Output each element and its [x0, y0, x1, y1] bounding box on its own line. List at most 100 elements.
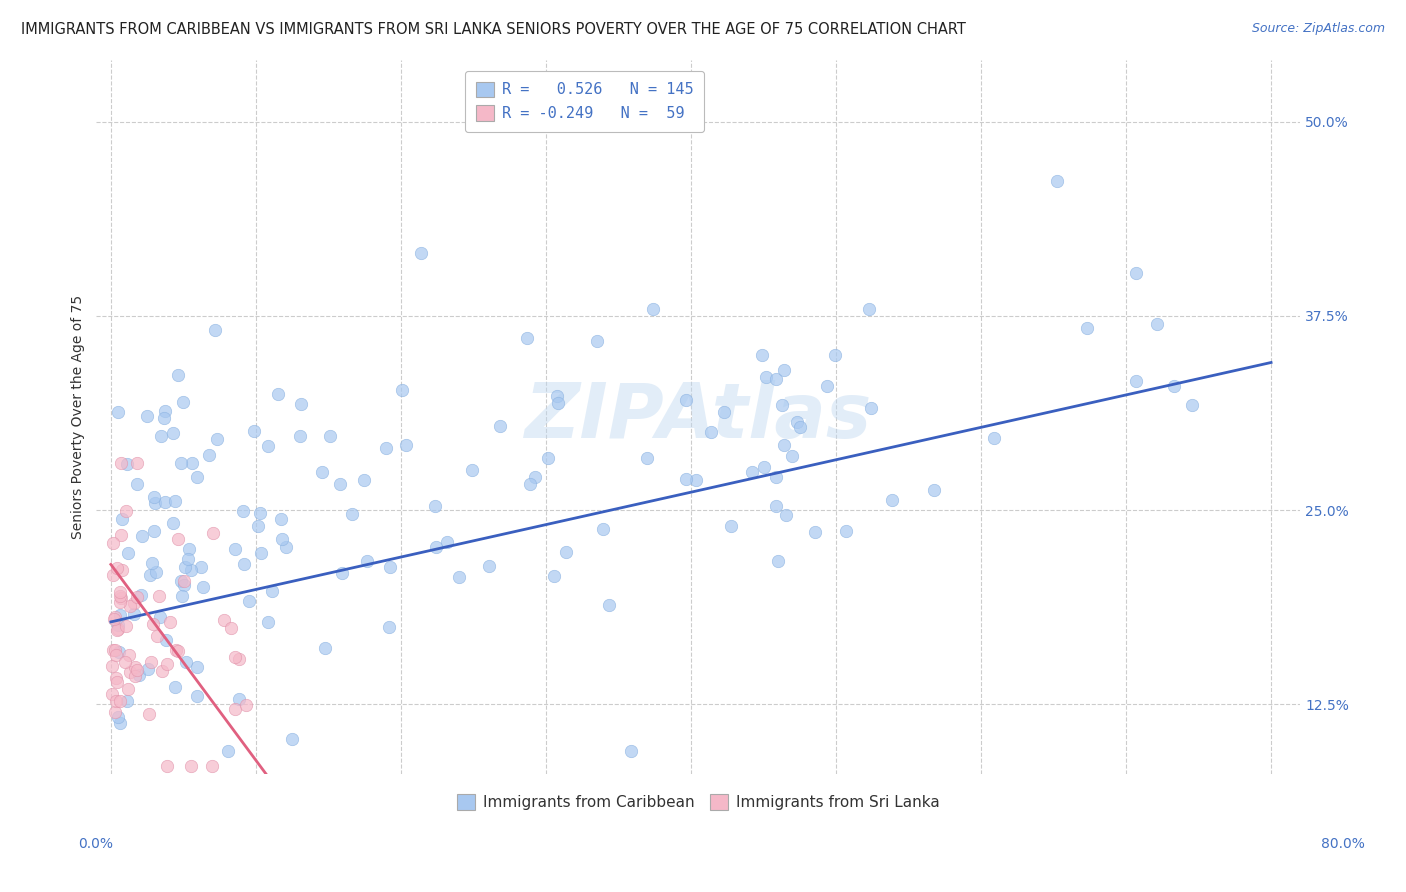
Point — [858, 302, 880, 317]
Point — [108, 585, 131, 599]
Point — [238, 594, 260, 608]
Point — [165, 680, 187, 694]
Point — [107, 710, 129, 724]
Point — [177, 552, 200, 566]
Point — [835, 524, 858, 538]
Point — [139, 655, 162, 669]
Point — [153, 404, 176, 418]
Point — [115, 458, 138, 472]
Point — [340, 507, 363, 521]
Point — [152, 411, 174, 425]
Point — [120, 599, 142, 614]
Point — [169, 574, 191, 588]
Point — [166, 532, 188, 546]
Point — [516, 331, 538, 345]
Point — [111, 512, 134, 526]
Point — [191, 580, 214, 594]
Y-axis label: Seniors Poverty Over the Age of 75: Seniors Poverty Over the Age of 75 — [72, 294, 86, 539]
Point — [461, 463, 484, 477]
Point — [1146, 317, 1168, 331]
Point — [180, 563, 202, 577]
Point — [190, 559, 212, 574]
Point — [228, 652, 250, 666]
Point — [101, 642, 124, 657]
Point — [214, 613, 236, 627]
Point — [173, 574, 195, 588]
Point — [395, 438, 418, 452]
Point — [270, 512, 292, 526]
Point — [148, 589, 170, 603]
Point — [124, 669, 146, 683]
Point — [1125, 266, 1147, 280]
Point — [118, 648, 141, 662]
Point — [235, 698, 257, 713]
Point — [107, 645, 129, 659]
Point — [314, 641, 336, 656]
Point — [136, 662, 159, 676]
Point — [101, 658, 124, 673]
Point — [786, 415, 808, 429]
Point — [488, 419, 510, 434]
Point — [201, 759, 224, 773]
Point — [111, 563, 134, 577]
Point — [699, 425, 721, 440]
Point — [447, 570, 470, 584]
Point — [224, 702, 246, 716]
Point — [217, 744, 239, 758]
Point — [815, 378, 838, 392]
Point — [198, 448, 221, 462]
Point — [125, 457, 148, 471]
Point — [128, 668, 150, 682]
Point — [105, 561, 128, 575]
Point — [585, 334, 607, 348]
Point — [141, 556, 163, 570]
Point — [110, 528, 132, 542]
Point — [924, 483, 946, 498]
Point — [353, 473, 375, 487]
Point — [146, 628, 169, 642]
Point — [180, 759, 202, 773]
Point — [224, 649, 246, 664]
Point — [1046, 174, 1069, 188]
Point — [207, 432, 229, 446]
Point — [105, 624, 128, 638]
Point — [685, 473, 707, 487]
Point — [124, 660, 146, 674]
Point — [114, 655, 136, 669]
Point — [256, 615, 278, 629]
Point — [201, 526, 224, 541]
Point — [233, 558, 256, 572]
Point — [122, 595, 145, 609]
Point — [104, 643, 127, 657]
Point — [129, 588, 152, 602]
Point — [159, 615, 181, 629]
Point — [524, 469, 547, 483]
Point — [391, 384, 413, 398]
Point — [108, 694, 131, 708]
Point — [765, 499, 787, 513]
Point — [125, 663, 148, 677]
Text: 0.0%: 0.0% — [79, 837, 112, 851]
Point — [228, 692, 250, 706]
Point — [768, 554, 790, 568]
Point — [110, 457, 132, 471]
Point — [107, 623, 129, 637]
Point — [170, 456, 193, 470]
Point — [598, 599, 620, 613]
Point — [110, 591, 132, 605]
Point — [330, 566, 353, 580]
Point — [149, 609, 172, 624]
Point — [108, 608, 131, 623]
Point — [105, 675, 128, 690]
Point — [166, 644, 188, 658]
Point — [156, 657, 179, 671]
Point — [186, 470, 208, 484]
Point — [546, 389, 568, 403]
Point — [138, 707, 160, 722]
Point — [271, 532, 294, 546]
Point — [547, 396, 569, 410]
Point — [174, 560, 197, 574]
Point — [153, 495, 176, 509]
Point — [117, 546, 139, 560]
Point — [108, 715, 131, 730]
